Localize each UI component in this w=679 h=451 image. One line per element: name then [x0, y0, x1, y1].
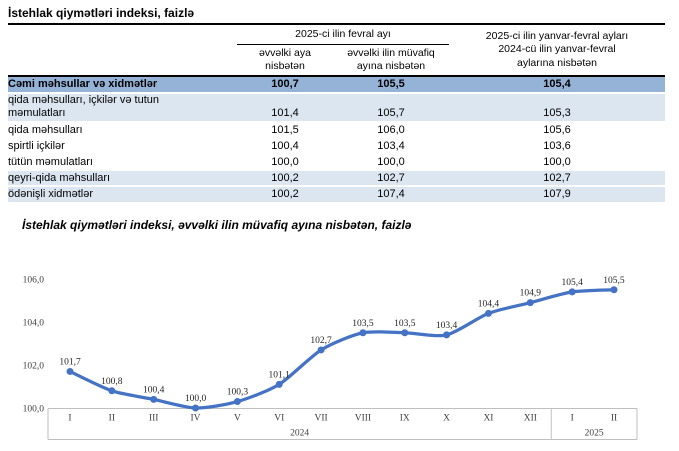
data-point	[150, 395, 158, 403]
month-label: IX	[400, 414, 410, 424]
row-value: 103,4	[377, 139, 405, 152]
data-point	[317, 346, 325, 354]
header-corner-cell	[8, 24, 237, 76]
table-row-total: Cəmi məhsullar və xidmətlər 100,7 105,5 …	[8, 76, 665, 93]
data-label: 100,3	[227, 388, 249, 398]
table-row-food: qida məhsulları 101,5 106,0 105,6	[8, 122, 665, 138]
data-label: 103,5	[352, 319, 374, 329]
row-value: 107,9	[543, 188, 571, 200]
row-label: spirtli içkilər	[8, 139, 65, 152]
table-row-nonfood: qeyri-qida məhsulları 100,2 102,7 102,7	[8, 170, 665, 186]
table-row-paid-services: ödənişli xidmətlər 100,2 107,4 107,9	[8, 186, 665, 202]
data-point	[484, 309, 492, 317]
data-point	[443, 331, 451, 339]
data-point	[568, 288, 576, 296]
month-label: V	[234, 414, 241, 424]
month-label: VI	[274, 414, 284, 424]
data-label: 102,7	[310, 336, 332, 346]
row-value: 102,7	[543, 171, 571, 184]
row-value: 103,6	[543, 139, 571, 152]
month-label: I	[68, 414, 71, 424]
header-jan-feb-cumulative: 2025-ci ilin yanvar-fevral ayları 2024-c…	[485, 29, 629, 69]
header-vs-prev-month: əvvəlki aya nisbətən	[259, 47, 311, 72]
month-label: IV	[191, 414, 201, 424]
data-point	[275, 380, 283, 388]
year-label: 2025	[585, 429, 604, 439]
row-value: 100,0	[271, 155, 299, 168]
data-label: 100,8	[101, 377, 123, 387]
data-point	[108, 387, 116, 395]
table-row-tobacco: tütün məmulatları 100,0 100,0 100,0	[8, 154, 665, 170]
row-value: 100,4	[271, 139, 299, 152]
row-value: 101,4	[271, 107, 299, 119]
data-label: 104,4	[478, 299, 500, 309]
table-row-alcohol: spirtli içkilər 100,4 103,4 103,6	[8, 138, 665, 154]
row-value: 101,5	[271, 123, 299, 136]
data-point	[610, 286, 618, 294]
row-value: 100,0	[377, 155, 405, 168]
page-title: İstehlak qiymətləri indeksi, faizlə	[8, 6, 195, 20]
y-axis-label: 106,0	[23, 276, 45, 286]
month-label: VII	[314, 414, 327, 424]
row-value: 105,4	[543, 78, 571, 90]
row-label: ödənişli xidmətlər	[8, 188, 93, 200]
data-label: 101,1	[269, 370, 291, 380]
row-value: 102,7	[377, 171, 405, 184]
row-value: 100,0	[543, 155, 571, 168]
data-label: 105,4	[561, 278, 583, 288]
row-label: qeyri-qida məhsulları	[8, 171, 111, 184]
month-label: XI	[483, 414, 493, 424]
row-value: 105,5	[377, 78, 405, 90]
data-label: 100,4	[143, 385, 165, 395]
year-label: 2024	[290, 429, 309, 439]
row-label: qida məhsulları, içkilər və tutun məmula…	[8, 94, 160, 119]
row-value: 106,0	[377, 123, 405, 136]
row-value: 100,2	[271, 171, 299, 184]
month-label: II	[611, 414, 617, 424]
month-label: VIII	[355, 414, 371, 424]
month-label: XII	[524, 414, 537, 424]
header-vs-same-month-prev-year: əvvəlki ilin müvafiq ayına nisbətən	[347, 47, 435, 72]
row-value: 107,4	[377, 188, 405, 200]
row-value: 105,7	[377, 107, 405, 119]
month-label: II	[109, 414, 115, 424]
table-row-food-drinks-tobacco: qida məhsulları, içkilər və tutun məmula…	[8, 93, 665, 122]
row-label: qida məhsulları	[8, 123, 83, 136]
data-point	[526, 299, 534, 307]
row-label: tütün məmulatları	[8, 155, 93, 168]
row-value: 100,2	[271, 188, 299, 200]
data-point	[233, 398, 241, 406]
data-point	[359, 329, 367, 337]
data-point	[66, 367, 74, 375]
data-label: 101,7	[59, 357, 81, 367]
row-label: Cəmi məhsullar və xidmətlər	[8, 78, 158, 90]
cpi-table: 2025-ci ilin fevral ayı 2025-ci ilin yan…	[8, 23, 665, 202]
data-label: 105,5	[603, 276, 625, 286]
y-axis-label: 100,0	[23, 405, 45, 415]
data-point	[401, 329, 409, 337]
chart-title: İstehlak qiymətləri indeksi, əvvəlki ili…	[22, 218, 412, 232]
month-label: III	[149, 414, 159, 424]
data-point	[192, 404, 200, 412]
data-label: 104,9	[520, 289, 542, 299]
header-group-february: 2025-ci ilin fevral ayı	[237, 24, 449, 45]
row-value: 105,6	[543, 123, 571, 136]
data-label: 103,4	[436, 321, 458, 331]
month-label: I	[571, 414, 574, 424]
row-value: 100,7	[271, 78, 299, 90]
y-axis-label: 104,0	[23, 319, 45, 329]
month-label: X	[443, 414, 450, 424]
row-value: 105,3	[543, 107, 571, 119]
data-label: 103,5	[394, 319, 416, 329]
y-axis-label: 102,0	[23, 362, 45, 372]
data-label: 100,0	[185, 394, 207, 404]
cpi-table-header: 2025-ci ilin fevral ayı 2025-ci ilin yan…	[8, 24, 665, 76]
